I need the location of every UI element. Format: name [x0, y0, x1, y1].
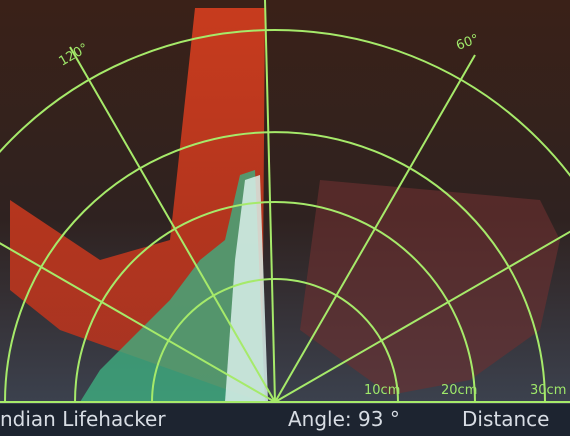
ring	[4, 131, 546, 403]
angle-line	[69, 46, 276, 403]
angle-line	[274, 54, 476, 403]
distance-label: 10cm	[364, 383, 400, 398]
distance-label: 20cm	[441, 383, 477, 398]
far-echo	[300, 180, 560, 395]
ring	[151, 278, 399, 403]
angle-readout: Angle: 93 °	[288, 407, 400, 431]
ring	[0, 29, 570, 178]
distance-readout: Distance	[462, 407, 549, 431]
distance-label: 30cm	[530, 383, 566, 398]
angle-line	[274, 230, 570, 403]
range-rings	[0, 29, 570, 403]
brand: ndian Lifehacker	[0, 407, 166, 431]
angle-line	[264, 0, 276, 403]
angle-lines	[0, 0, 570, 403]
ring	[74, 201, 476, 403]
angle-line	[0, 242, 276, 403]
angle-label: 60°	[454, 32, 481, 54]
sweep-highlight	[225, 175, 268, 402]
footer-bar	[0, 404, 570, 436]
green-sweep	[80, 170, 265, 402]
